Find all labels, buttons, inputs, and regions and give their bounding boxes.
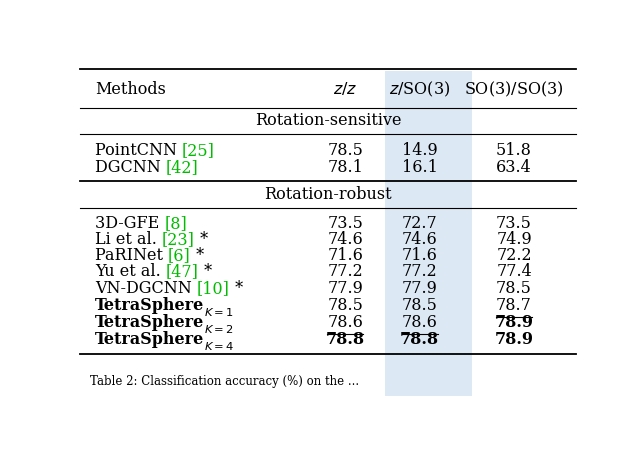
Text: $K=4$: $K=4$ (204, 340, 234, 352)
Text: $K=2$: $K=2$ (204, 323, 234, 335)
Text: *: * (195, 231, 208, 248)
Text: [25]: [25] (182, 142, 215, 159)
Text: [6]: [6] (168, 247, 191, 264)
Text: 51.8: 51.8 (496, 142, 532, 159)
Text: 71.6: 71.6 (402, 247, 438, 264)
Text: 78.8: 78.8 (400, 331, 439, 348)
Text: TetraSphere: TetraSphere (95, 314, 204, 331)
Text: PointCNN: PointCNN (95, 142, 182, 159)
Text: SO(3)$/$SO(3): SO(3)$/$SO(3) (464, 80, 564, 99)
Text: [47]: [47] (166, 264, 198, 280)
Bar (385, 71, 472, 396)
Text: *: * (230, 280, 243, 296)
Text: $K=1$: $K=1$ (204, 306, 234, 318)
Text: 71.6: 71.6 (328, 247, 364, 264)
Text: 78.5: 78.5 (328, 297, 364, 314)
Text: 78.6: 78.6 (402, 314, 438, 331)
Text: [8]: [8] (164, 215, 187, 232)
Text: 74.6: 74.6 (402, 231, 438, 248)
Text: Rotation-sensitive: Rotation-sensitive (255, 112, 401, 129)
Text: 78.8: 78.8 (326, 331, 365, 348)
Text: TetraSphere: TetraSphere (95, 297, 204, 314)
Text: 72.2: 72.2 (496, 247, 532, 264)
Text: *: * (191, 247, 204, 264)
Text: Table 2: Classification accuracy (%) on the ...: Table 2: Classification accuracy (%) on … (90, 375, 359, 388)
Text: 74.6: 74.6 (328, 231, 364, 248)
Text: 78.5: 78.5 (328, 142, 364, 159)
Text: 77.2: 77.2 (328, 264, 364, 280)
Text: 16.1: 16.1 (402, 159, 438, 176)
Text: $z/z$: $z/z$ (333, 81, 358, 98)
Text: 78.6: 78.6 (328, 314, 364, 331)
Text: [42]: [42] (166, 159, 198, 176)
Text: 77.2: 77.2 (402, 264, 438, 280)
Text: 63.4: 63.4 (496, 159, 532, 176)
Text: 14.9: 14.9 (402, 142, 438, 159)
Text: $z/$SO(3): $z/$SO(3) (389, 80, 451, 99)
Text: 72.7: 72.7 (402, 215, 438, 232)
Text: Rotation-robust: Rotation-robust (264, 186, 392, 203)
Text: 77.9: 77.9 (402, 280, 438, 296)
Text: 77.9: 77.9 (328, 280, 364, 296)
Text: Yu et al.: Yu et al. (95, 264, 166, 280)
Text: *: * (198, 264, 212, 280)
Text: 3D-GFE: 3D-GFE (95, 215, 164, 232)
Text: Methods: Methods (95, 81, 166, 98)
Text: VN-DGCNN: VN-DGCNN (95, 280, 196, 296)
Text: Li et al.: Li et al. (95, 231, 162, 248)
Text: 74.9: 74.9 (496, 231, 532, 248)
Text: [23]: [23] (162, 231, 195, 248)
Text: 73.5: 73.5 (496, 215, 532, 232)
Text: 73.5: 73.5 (328, 215, 364, 232)
Text: 78.9: 78.9 (495, 331, 534, 348)
Text: 78.5: 78.5 (402, 297, 438, 314)
Text: DGCNN: DGCNN (95, 159, 166, 176)
Text: PaRINet: PaRINet (95, 247, 168, 264)
Text: 78.1: 78.1 (328, 159, 364, 176)
Text: 78.7: 78.7 (496, 297, 532, 314)
Text: 78.5: 78.5 (496, 280, 532, 296)
Text: 78.9: 78.9 (495, 314, 534, 331)
Text: TetraSphere: TetraSphere (95, 331, 204, 348)
Text: 77.4: 77.4 (496, 264, 532, 280)
Text: [10]: [10] (196, 280, 230, 296)
